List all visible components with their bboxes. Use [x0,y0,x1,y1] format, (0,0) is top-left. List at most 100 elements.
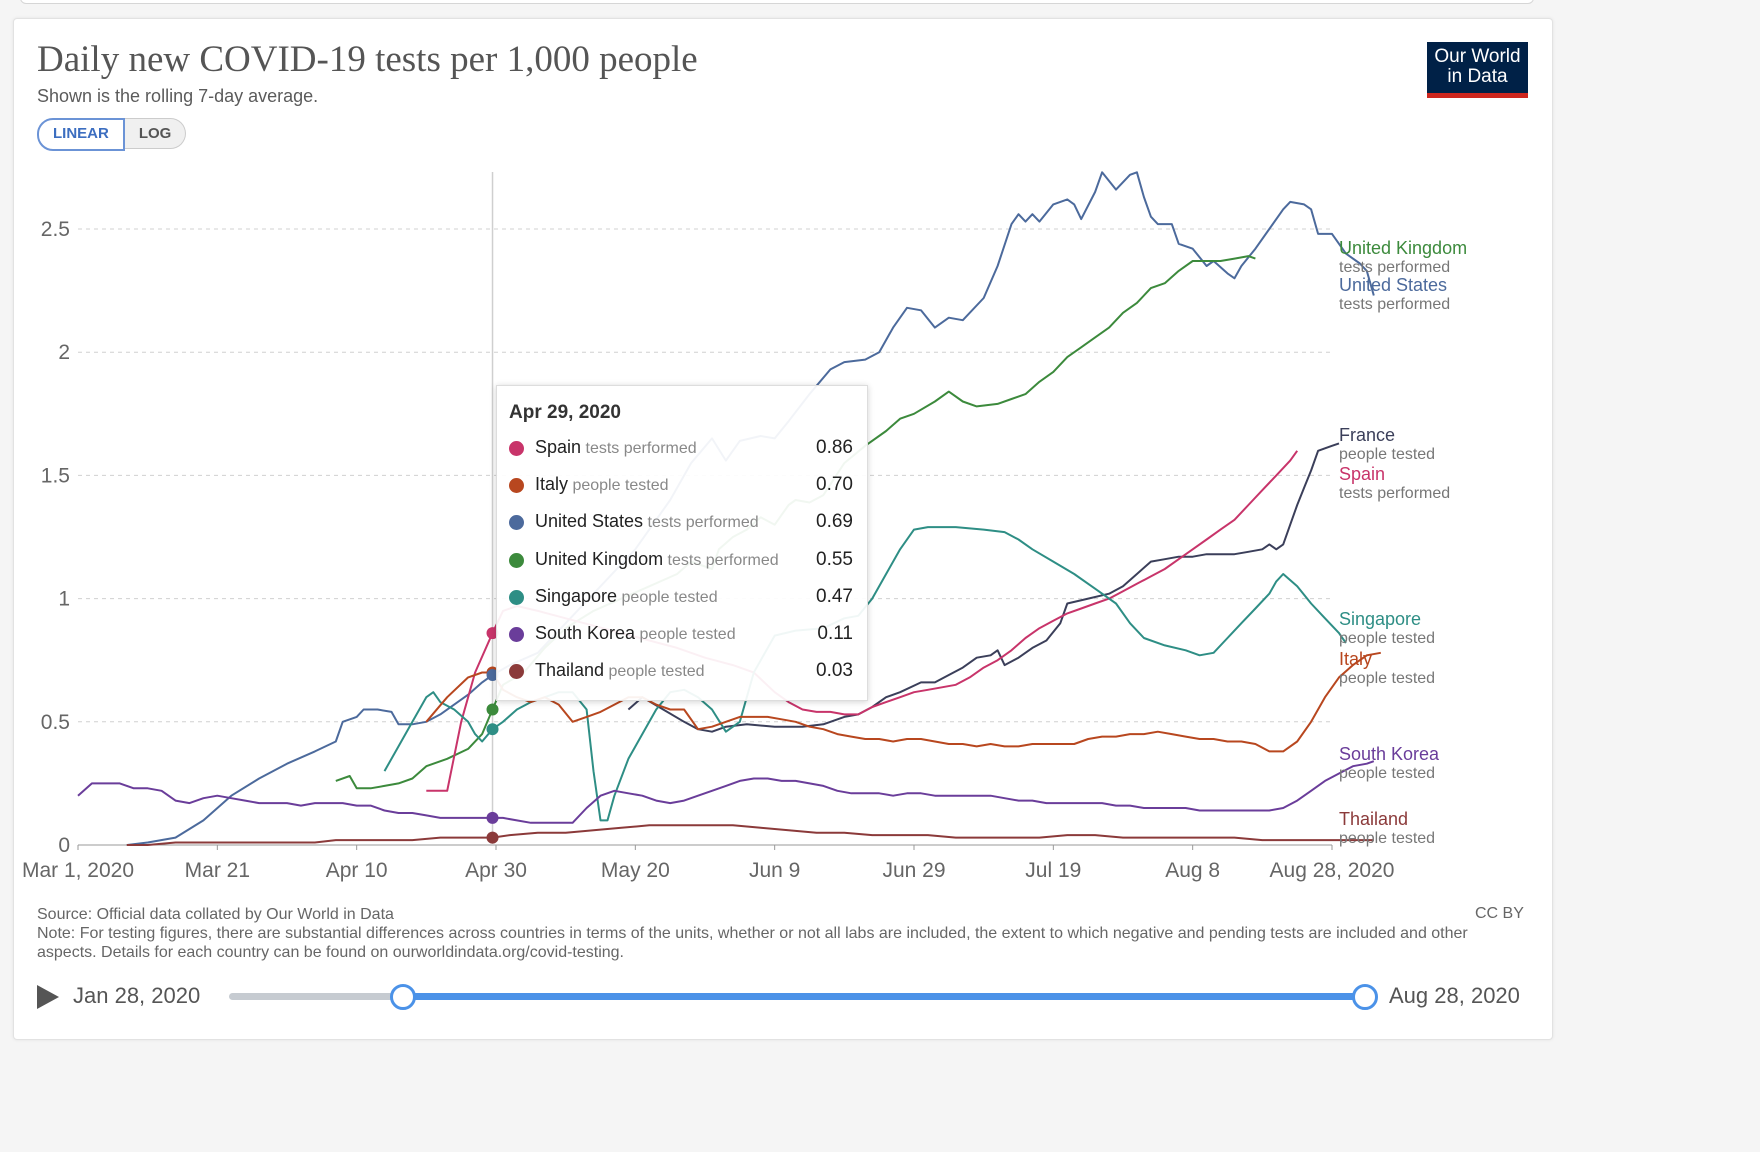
tooltip-value: 0.55 [816,548,853,570]
series-label-name: South Korea [1339,744,1440,764]
x-tick-label: May 20 [601,859,670,882]
tooltip-entity: Italy people tested [535,474,669,495]
tooltip-row: Italy people tested 0.70 [509,472,857,500]
series-label-name: Italy [1339,649,1372,669]
x-tick-label: Apr 30 [465,859,527,882]
logo-line-1: Our World [1434,46,1521,67]
hover-marker-united-states [486,668,499,681]
chart-title: Daily new COVID-19 tests per 1,000 peopl… [37,39,698,80]
license-link[interactable]: CC BY [1475,905,1524,922]
series-label-metric: people tested [1339,765,1435,782]
tooltip-row: South Korea people tested 0.11 [509,621,857,649]
x-tick-label: Aug 8 [1165,859,1220,882]
series-line-united-states [126,171,1375,846]
series-label-metric: tests performed [1339,296,1450,313]
tooltip-row: Singapore people tested 0.47 [509,584,857,612]
y-tick-label: 1 [58,588,70,611]
y-tick-label: 2.5 [41,218,70,241]
tooltip-value: 0.47 [816,585,853,607]
x-tick-label: Aug 28, 2020 [1270,859,1395,882]
tooltip-value: 0.11 [817,623,853,644]
tooltip-entity-name: Spain [535,437,582,457]
tooltip-row: Spain tests performed 0.86 [509,435,857,463]
tooltip-value: 0.69 [816,511,853,533]
timeline-start-label: Jan 28, 2020 [73,983,201,1008]
y-tick-label: 0 [58,834,70,857]
series-label-metric: tests performed [1339,259,1450,276]
series-line-italy [425,651,1381,753]
tooltip-entity: Spain tests performed [535,437,697,458]
hover-markers [486,627,499,844]
chart-footer: Source: Official data collated by Our Wo… [37,905,1477,962]
series-label-name: United Kingdom [1339,238,1467,258]
series-label-metric: people tested [1339,446,1435,463]
tooltip-entity-metric: tests performed [581,440,697,457]
series-label-metric: people tested [1339,830,1435,847]
y-tick-label: 1.5 [41,464,70,487]
tooltip-entity: Singapore people tested [535,586,718,607]
hover-marker-thailand [486,831,499,844]
play-icon[interactable] [37,985,59,1009]
timeline: Jan 28, 2020 Aug 28, 2020 [37,980,1537,1020]
tooltip-dot [509,478,524,494]
log-scale-button[interactable]: LOG [124,118,187,149]
tooltip-entity-metric: tests performed [663,551,779,569]
x-tick-label: Jul 19 [1025,859,1081,882]
series-label-name: France [1339,425,1395,445]
timeline-start-handle[interactable] [389,984,416,1010]
tooltip-value: 0.03 [816,660,853,682]
chart-card [13,18,1553,1040]
series-label-metric: people tested [1339,670,1435,687]
tooltip-value: 0.70 [816,474,853,496]
tooltip-entity-name: Thailand [535,660,605,681]
series-line-thailand [126,824,1374,846]
tooltip-entity-name: South Korea [535,623,636,643]
x-tick-label: Apr 10 [326,859,388,882]
series-label-metric: people tested [1339,630,1435,647]
series-label-name: Thailand [1339,809,1408,829]
tooltip-entity-metric: people tested [635,626,736,643]
tooltip-entity: United States tests performed [535,511,759,532]
source-text: Source: Official data collated by Our Wo… [37,906,394,923]
tooltip-entity-metric: people tested [604,663,705,681]
logo-line-2: in Data [1447,66,1508,87]
tooltip-row: United Kingdom tests performed 0.55 [509,547,857,575]
tooltip-dot [509,552,524,568]
tooltip-dot [509,627,524,642]
tooltip-entity: Thailand people tested [535,660,705,681]
tooltip-entity-metric: tests performed [643,514,759,532]
timeline-end-label: Aug 28, 2020 [1389,983,1520,1008]
series-line-south-korea [77,760,1375,824]
hover-tooltip: Apr 29, 2020 Spain tests performed 0.86 It… [496,385,868,701]
x-tick-label: Jun 29 [882,859,945,882]
y-axis-ticks: 0 0.5 1 1.5 2 2.5 [41,218,70,857]
tooltip-date: Apr 29, 2020 [509,402,621,423]
hover-marker-singapore [486,723,499,736]
tooltip-entity-name: United Kingdom [535,548,664,569]
tooltip-dot [509,664,524,680]
chart-subtitle: Shown is the rolling 7-day average. [37,86,319,106]
series-line-france [627,442,1340,733]
timeline-end-handle[interactable] [1352,984,1378,1010]
tooltip-row: Thailand people tested 0.03 [509,658,857,686]
series-label-name: United States [1339,275,1447,295]
hover-marker-south-korea [486,811,499,824]
y-tick-label: 0.5 [41,711,70,734]
tooltip-value: 0.86 [816,437,853,458]
tooltip-dot [509,589,524,605]
tooltip-entity-metric: people tested [617,588,718,606]
x-tick-label: Jun 9 [749,859,800,882]
series-label-name: Spain [1339,464,1385,484]
linear-scale-button[interactable]: LINEAR [37,118,125,151]
series-label-name: Singapore [1339,609,1421,629]
tooltip-entity-name: Singapore [535,585,618,606]
x-axis-ticks: Mar 1, 2020 Mar 21 Apr 10 Apr 30 May 20 Jun 9… [22,845,1395,882]
tooltip-row: United States tests performed 0.69 [509,509,857,537]
timeline-selected-range [402,993,1365,1000]
x-tick-label: Mar 1, 2020 [22,859,134,882]
owid-logo[interactable]: Our World in Data [1427,42,1528,98]
tooltip-dot [509,515,524,531]
tooltip-entity-name: Italy [535,474,569,495]
tooltip-dot [509,441,524,456]
